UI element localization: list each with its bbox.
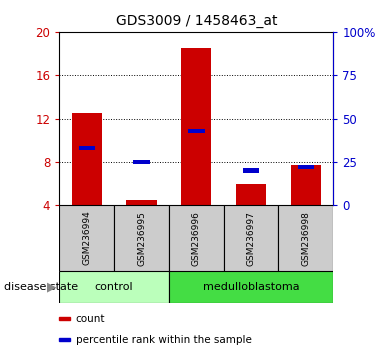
Bar [133,160,150,164]
Text: GSM236994: GSM236994 [82,211,91,266]
Title: GDS3009 / 1458463_at: GDS3009 / 1458463_at [116,14,277,28]
Bar [126,200,157,205]
Text: percentile rank within the sample: percentile rank within the sample [76,335,252,345]
Bar [236,184,266,205]
Text: disease state: disease state [4,282,78,292]
Text: GSM236997: GSM236997 [247,211,255,266]
Text: count: count [76,314,105,324]
Text: GSM236998: GSM236998 [301,211,310,266]
Bar [72,113,102,205]
Bar [59,338,70,341]
Bar [59,317,70,320]
Bar [79,146,95,150]
Bar [243,169,259,173]
Bar [169,271,333,303]
Text: ▶: ▶ [47,280,57,293]
Bar [224,205,278,271]
Bar [181,48,211,205]
Bar [59,205,114,271]
Text: control: control [95,282,133,292]
Bar [188,129,205,133]
Bar [278,205,333,271]
Bar [291,165,321,205]
Bar [59,271,169,303]
Bar [298,165,314,169]
Text: GSM236995: GSM236995 [137,211,146,266]
Text: GSM236996: GSM236996 [192,211,201,266]
Bar [169,205,224,271]
Bar [114,205,169,271]
Text: medulloblastoma: medulloblastoma [203,282,300,292]
